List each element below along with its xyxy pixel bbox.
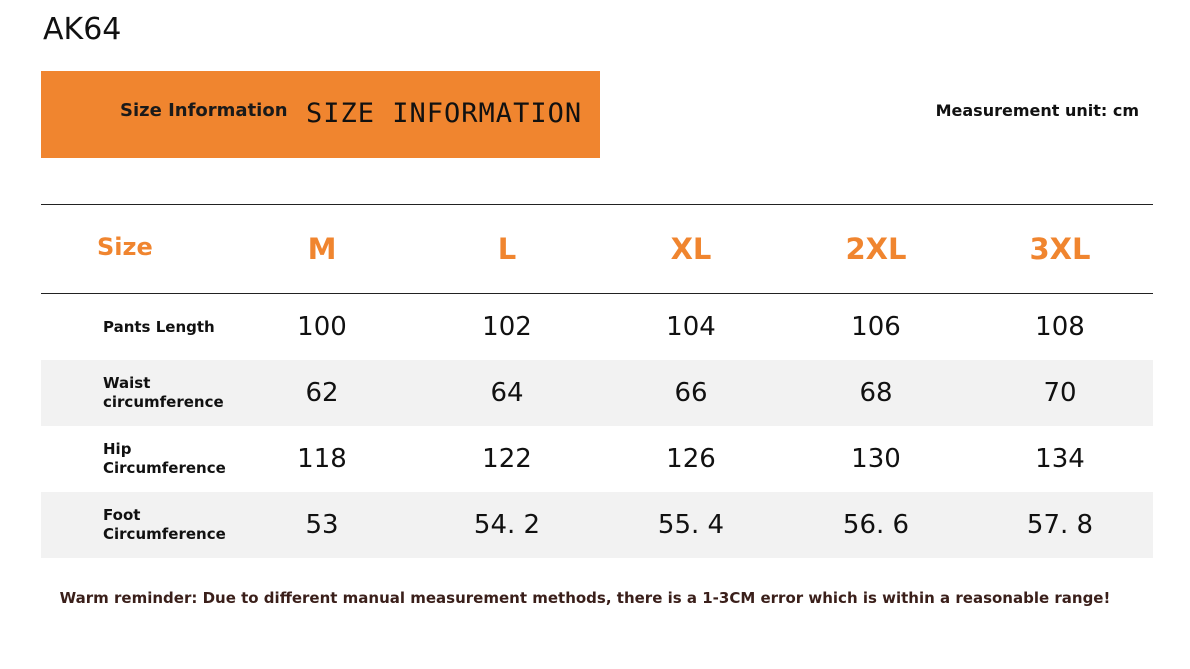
table-cell: 54. 2 <box>473 510 541 540</box>
header-size-m: M <box>307 232 337 266</box>
table-header-row: Size M L XL 2XL 3XL <box>41 204 1153 294</box>
row-label-line1: Pants Length <box>103 317 215 336</box>
table-row-pants-length: Pants Length 100 102 104 106 108 <box>41 294 1153 360</box>
table-cell: 134 <box>1035 444 1085 474</box>
row-label-line2: circumference <box>103 393 224 411</box>
row-label: Pants Length <box>103 294 215 360</box>
table-cell: 55. 4 <box>657 510 725 540</box>
banner-label: Size Information <box>120 100 288 121</box>
row-label: Foot Circumference <box>103 492 226 558</box>
header-size-2xl: 2XL <box>845 232 907 266</box>
table-cell: 70 <box>1043 378 1077 408</box>
table-cell: 68 <box>859 378 893 408</box>
row-label: Hip Circumference <box>103 426 226 492</box>
banner-title: SIZE INFORMATION <box>306 98 583 129</box>
table-cell: 57. 8 <box>1026 510 1094 540</box>
warm-reminder-note: Warm reminder: Due to different manual m… <box>59 589 1111 607</box>
table-cell: 130 <box>851 444 901 474</box>
table-row-foot: Foot Circumference 53 54. 2 55. 4 56. 6 … <box>41 492 1153 558</box>
row-label-line1: Hip <box>103 440 132 458</box>
product-code: AK64 <box>43 12 122 47</box>
row-label-line2: Circumference <box>103 459 226 477</box>
row-label-line2: Circumference <box>103 525 226 543</box>
table-cell: 118 <box>297 444 347 474</box>
table-cell: 66 <box>674 378 708 408</box>
table-cell: 126 <box>666 444 716 474</box>
table-cell: 53 <box>305 510 339 540</box>
table-row-hip: Hip Circumference 118 122 126 130 134 <box>41 426 1153 492</box>
header-size-label: Size <box>97 233 153 261</box>
table-cell: 62 <box>305 378 339 408</box>
header-size-3xl: 3XL <box>1029 232 1091 266</box>
table-cell: 122 <box>482 444 532 474</box>
header-size-xl: XL <box>670 232 712 266</box>
row-label-line1: Waist <box>103 374 151 392</box>
measurement-unit-note: Measurement unit: cm <box>935 101 1139 120</box>
table-cell: 104 <box>666 312 716 342</box>
table-cell: 56. 6 <box>842 510 910 540</box>
table-row-waist: Waist circumference 62 64 66 68 70 <box>41 360 1153 426</box>
table-cell: 100 <box>297 312 347 342</box>
header-size-l: L <box>497 232 517 266</box>
row-label-line1: Foot <box>103 506 141 524</box>
table-cell: 108 <box>1035 312 1085 342</box>
table-cell: 102 <box>482 312 532 342</box>
size-info-banner: Size Information SIZE INFORMATION <box>41 71 600 158</box>
row-label: Waist circumference <box>103 360 224 426</box>
table-cell: 64 <box>490 378 524 408</box>
size-table: Size M L XL 2XL 3XL Pants Length 100 102… <box>41 204 1153 558</box>
table-cell: 106 <box>851 312 901 342</box>
